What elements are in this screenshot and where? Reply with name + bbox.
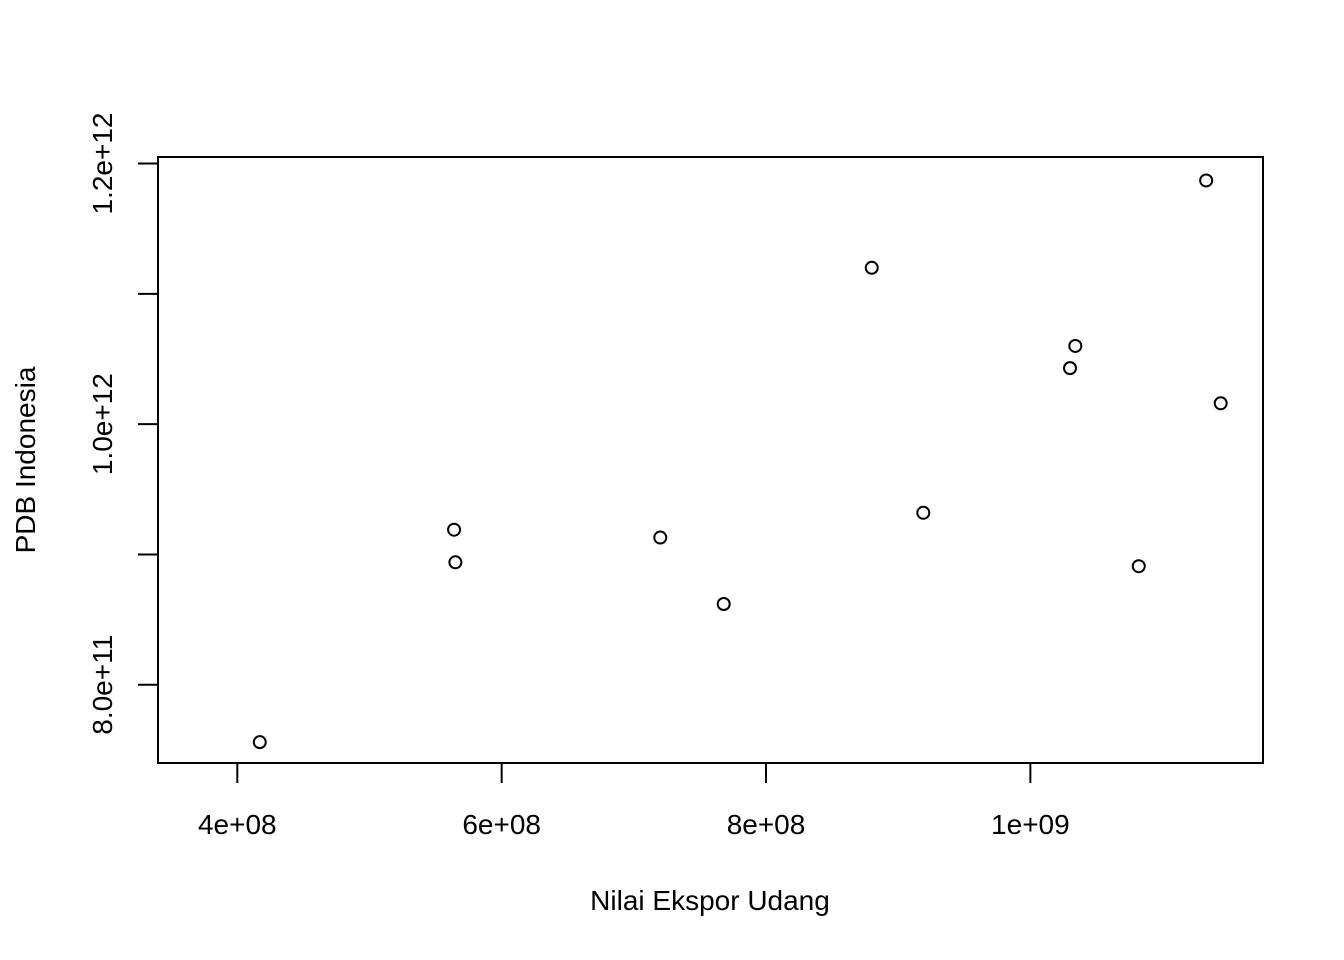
data-point (448, 555, 463, 570)
data-point (252, 735, 267, 750)
data-point (1131, 559, 1146, 574)
x-tick-label: 1e+09 (991, 809, 1070, 840)
data-point (916, 505, 931, 520)
data-point (1199, 173, 1214, 188)
data-point (1213, 396, 1228, 411)
data-point (1068, 338, 1083, 353)
y-axis-label: PDB Indonesia (10, 366, 41, 553)
data-point (716, 597, 731, 612)
data-point (1063, 361, 1078, 376)
y-axis: 8.0e+11 1.0e+12 1.2e+12 (87, 113, 159, 735)
y-tick-label: 8.0e+11 (87, 635, 118, 735)
data-points (252, 173, 1228, 750)
x-tick-label: 6e+08 (462, 809, 541, 840)
x-axis-label: Nilai Ekspor Udang (590, 885, 830, 916)
x-axis: 4e+08 6e+08 8e+08 1e+09 (198, 762, 1070, 840)
x-tick-label: 4e+08 (198, 809, 277, 840)
y-tick-label: 1.2e+12 (87, 113, 118, 215)
plot-frame (157, 156, 1264, 764)
x-tick-label: 8e+08 (727, 809, 806, 840)
data-point (653, 530, 668, 545)
data-point (447, 522, 462, 537)
data-point (864, 260, 879, 275)
y-tick-label: 1.0e+12 (87, 373, 118, 475)
